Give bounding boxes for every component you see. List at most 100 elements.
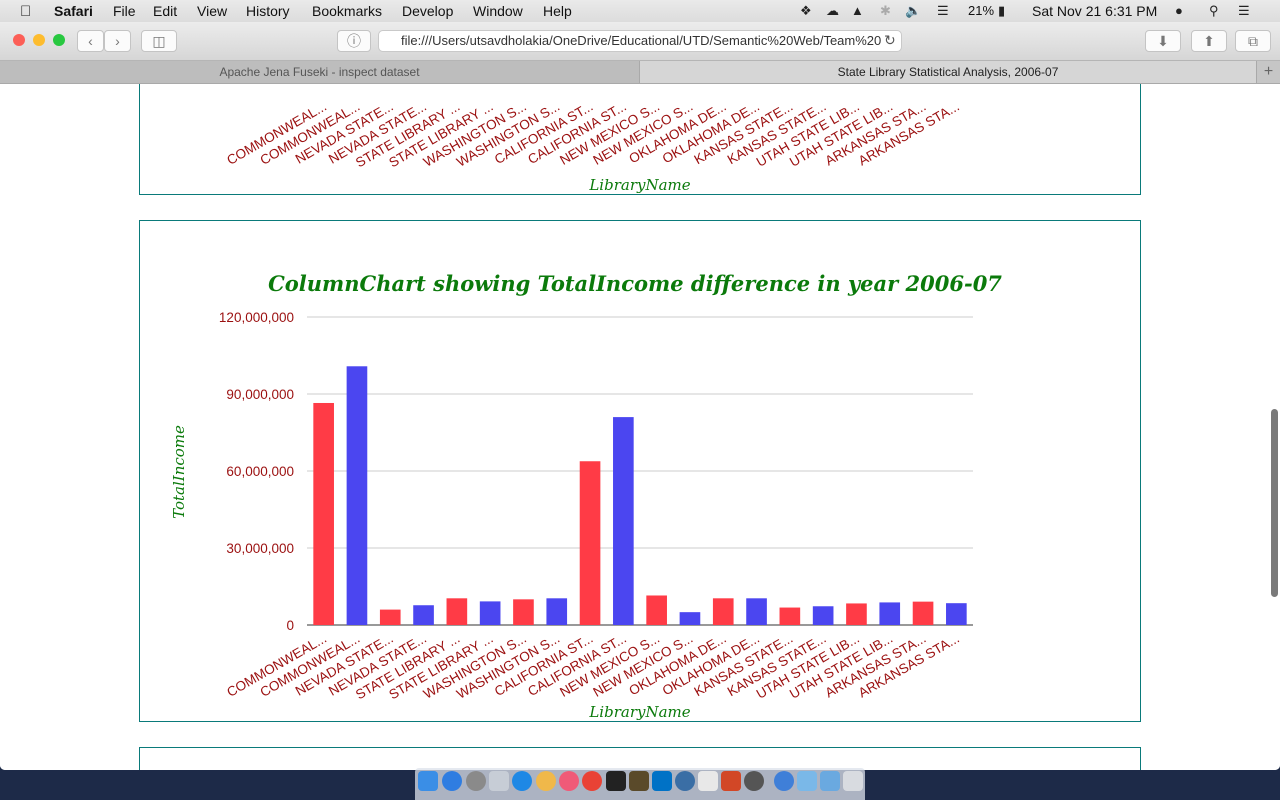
tab-label: State Library Statistical Analysis, 2006… bbox=[837, 65, 1059, 79]
bar[interactable] bbox=[379, 609, 401, 625]
bar[interactable] bbox=[513, 599, 534, 625]
menu-bar:  Safari File Edit View History Bookmark… bbox=[0, 0, 1280, 23]
menu-bookmarks[interactable]: Bookmarks bbox=[312, 3, 383, 19]
sidebar-button[interactable]: ◫ bbox=[141, 30, 177, 52]
page-content: COMMONWEAL... COMMONWEAL... NEVADA STATE..… bbox=[0, 84, 1280, 770]
info-icon: ⓘ bbox=[347, 33, 361, 49]
sublime-text-icon[interactable] bbox=[629, 771, 649, 791]
y-tick-label: 30,000,000 bbox=[226, 541, 294, 556]
trash-icon[interactable] bbox=[843, 771, 863, 791]
next-chart-panel bbox=[139, 747, 1141, 770]
dvd-player-icon[interactable] bbox=[744, 771, 764, 791]
bar[interactable] bbox=[613, 417, 634, 625]
app-menu[interactable]: Safari bbox=[54, 3, 93, 19]
tab-fuseki[interactable]: Apache Jena Fuseki - inspect dataset bbox=[0, 61, 640, 83]
chrome-icon[interactable] bbox=[582, 771, 602, 791]
menu-view[interactable]: View bbox=[197, 3, 228, 19]
new-tab-button[interactable]: + bbox=[1256, 61, 1280, 83]
chart-panel: ColumnChart showing TotalIncome differen… bbox=[139, 220, 1141, 722]
y-axis-title: TotalIncome bbox=[170, 425, 188, 519]
tab-state-library[interactable]: State Library Statistical Analysis, 2006… bbox=[640, 61, 1256, 83]
bar[interactable] bbox=[313, 402, 334, 625]
notification-center-icon[interactable]: ☰ bbox=[1238, 3, 1250, 18]
app-store-icon[interactable] bbox=[442, 771, 462, 791]
bar[interactable] bbox=[546, 598, 568, 625]
bar[interactable] bbox=[646, 595, 667, 625]
bar[interactable] bbox=[812, 606, 834, 625]
terminal-icon[interactable] bbox=[606, 771, 626, 791]
address-bar[interactable]: file:///Users/utsavdholakia/OneDrive/Edu… bbox=[378, 30, 902, 52]
y-tick-label: 60,000,000 bbox=[226, 464, 294, 479]
outlook-icon[interactable] bbox=[652, 771, 672, 791]
menu-window[interactable]: Window bbox=[473, 3, 523, 19]
cloud-icon[interactable]: ☁ bbox=[826, 3, 839, 18]
chevron-left-icon: ‹ bbox=[88, 33, 93, 49]
preview-icon[interactable] bbox=[489, 771, 509, 791]
menu-develop[interactable]: Develop bbox=[402, 3, 454, 19]
back-button[interactable]: ‹ bbox=[77, 30, 104, 52]
previous-chart: COMMONWEAL...COMMONWEAL...NEVADA STATE..… bbox=[224, 99, 962, 194]
apple-menu-icon[interactable]:  bbox=[20, 3, 31, 20]
system-preferences-icon[interactable] bbox=[466, 771, 486, 791]
chart-title: ColumnChart showing TotalIncome differen… bbox=[268, 271, 1002, 296]
share-button[interactable]: ⬆ bbox=[1191, 30, 1227, 52]
reader-info-button[interactable]: ⓘ bbox=[337, 30, 371, 52]
bar[interactable] bbox=[879, 602, 901, 625]
bar[interactable] bbox=[846, 603, 867, 625]
tabs-icon: ⧉ bbox=[1248, 33, 1258, 49]
bar[interactable] bbox=[579, 461, 601, 625]
url-text: file:///Users/utsavdholakia/OneDrive/Edu… bbox=[401, 33, 882, 48]
zoom-window-button[interactable] bbox=[53, 34, 65, 46]
previous-chart-panel: COMMONWEAL... COMMONWEAL... NEVADA STATE..… bbox=[139, 84, 1141, 195]
bar[interactable] bbox=[679, 612, 701, 625]
tab-label: Apache Jena Fuseki - inspect dataset bbox=[219, 65, 420, 79]
textedit-icon[interactable] bbox=[698, 771, 718, 791]
downloads-button[interactable]: ⬇ bbox=[1145, 30, 1181, 52]
x-axis-title: LibraryName bbox=[588, 703, 690, 721]
tab-overview-button[interactable]: ⧉ bbox=[1235, 30, 1271, 52]
y-tick-label: 0 bbox=[286, 618, 294, 633]
menu-edit[interactable]: Edit bbox=[153, 3, 178, 19]
forward-button[interactable]: › bbox=[104, 30, 131, 52]
bar[interactable] bbox=[746, 598, 767, 625]
bar[interactable] bbox=[912, 601, 934, 625]
vertical-scrollbar[interactable] bbox=[1271, 409, 1278, 597]
bluetooth-icon[interactable]: ✱ bbox=[880, 3, 891, 18]
prev-x-axis-title: LibraryName bbox=[588, 176, 690, 194]
downloads-folder-icon[interactable] bbox=[797, 771, 817, 791]
close-window-button[interactable] bbox=[13, 34, 25, 46]
network-app-icon[interactable] bbox=[675, 771, 695, 791]
bar[interactable] bbox=[779, 607, 801, 625]
menu-history[interactable]: History bbox=[246, 3, 290, 19]
tab-bar: Apache Jena Fuseki - inspect dataset Sta… bbox=[0, 61, 1280, 84]
bar[interactable] bbox=[446, 598, 468, 625]
bar[interactable] bbox=[946, 603, 967, 625]
download-icon: ⬇ bbox=[1157, 33, 1169, 49]
bar[interactable] bbox=[413, 605, 434, 625]
menu-help[interactable]: Help bbox=[543, 3, 572, 19]
minimize-window-button[interactable] bbox=[33, 34, 45, 46]
documents-folder-icon[interactable] bbox=[820, 771, 840, 791]
photos-icon[interactable] bbox=[536, 771, 556, 791]
dropbox-icon[interactable]: ❖ bbox=[800, 3, 812, 18]
volume-icon[interactable]: 🔈 bbox=[905, 3, 922, 18]
drive-icon[interactable]: ▲ bbox=[851, 3, 864, 18]
powerpoint-icon[interactable] bbox=[721, 771, 741, 791]
battery-percent: 21% bbox=[968, 3, 995, 18]
user-icon[interactable]: ● bbox=[1175, 3, 1183, 18]
menu-file[interactable]: File bbox=[113, 3, 136, 19]
bar[interactable] bbox=[346, 366, 368, 625]
sidebar-icon: ◫ bbox=[152, 33, 166, 49]
onepassword-icon[interactable] bbox=[774, 771, 794, 791]
safari-icon[interactable] bbox=[512, 771, 532, 791]
clock[interactable]: Sat Nov 21 6:31 PM bbox=[1032, 3, 1158, 19]
bar[interactable] bbox=[479, 601, 501, 625]
spotlight-search-icon[interactable]: ⚲ bbox=[1209, 3, 1219, 18]
wifi-icon[interactable]: ☰ bbox=[937, 3, 949, 18]
bar[interactable] bbox=[712, 598, 734, 625]
finder-icon[interactable] bbox=[418, 771, 438, 791]
column-chart: ColumnChart showing TotalIncome differen… bbox=[170, 271, 1002, 721]
battery-icon[interactable]: ▮ bbox=[998, 3, 1006, 18]
reload-icon[interactable]: ↻ bbox=[884, 32, 896, 48]
itunes-icon[interactable] bbox=[559, 771, 579, 791]
